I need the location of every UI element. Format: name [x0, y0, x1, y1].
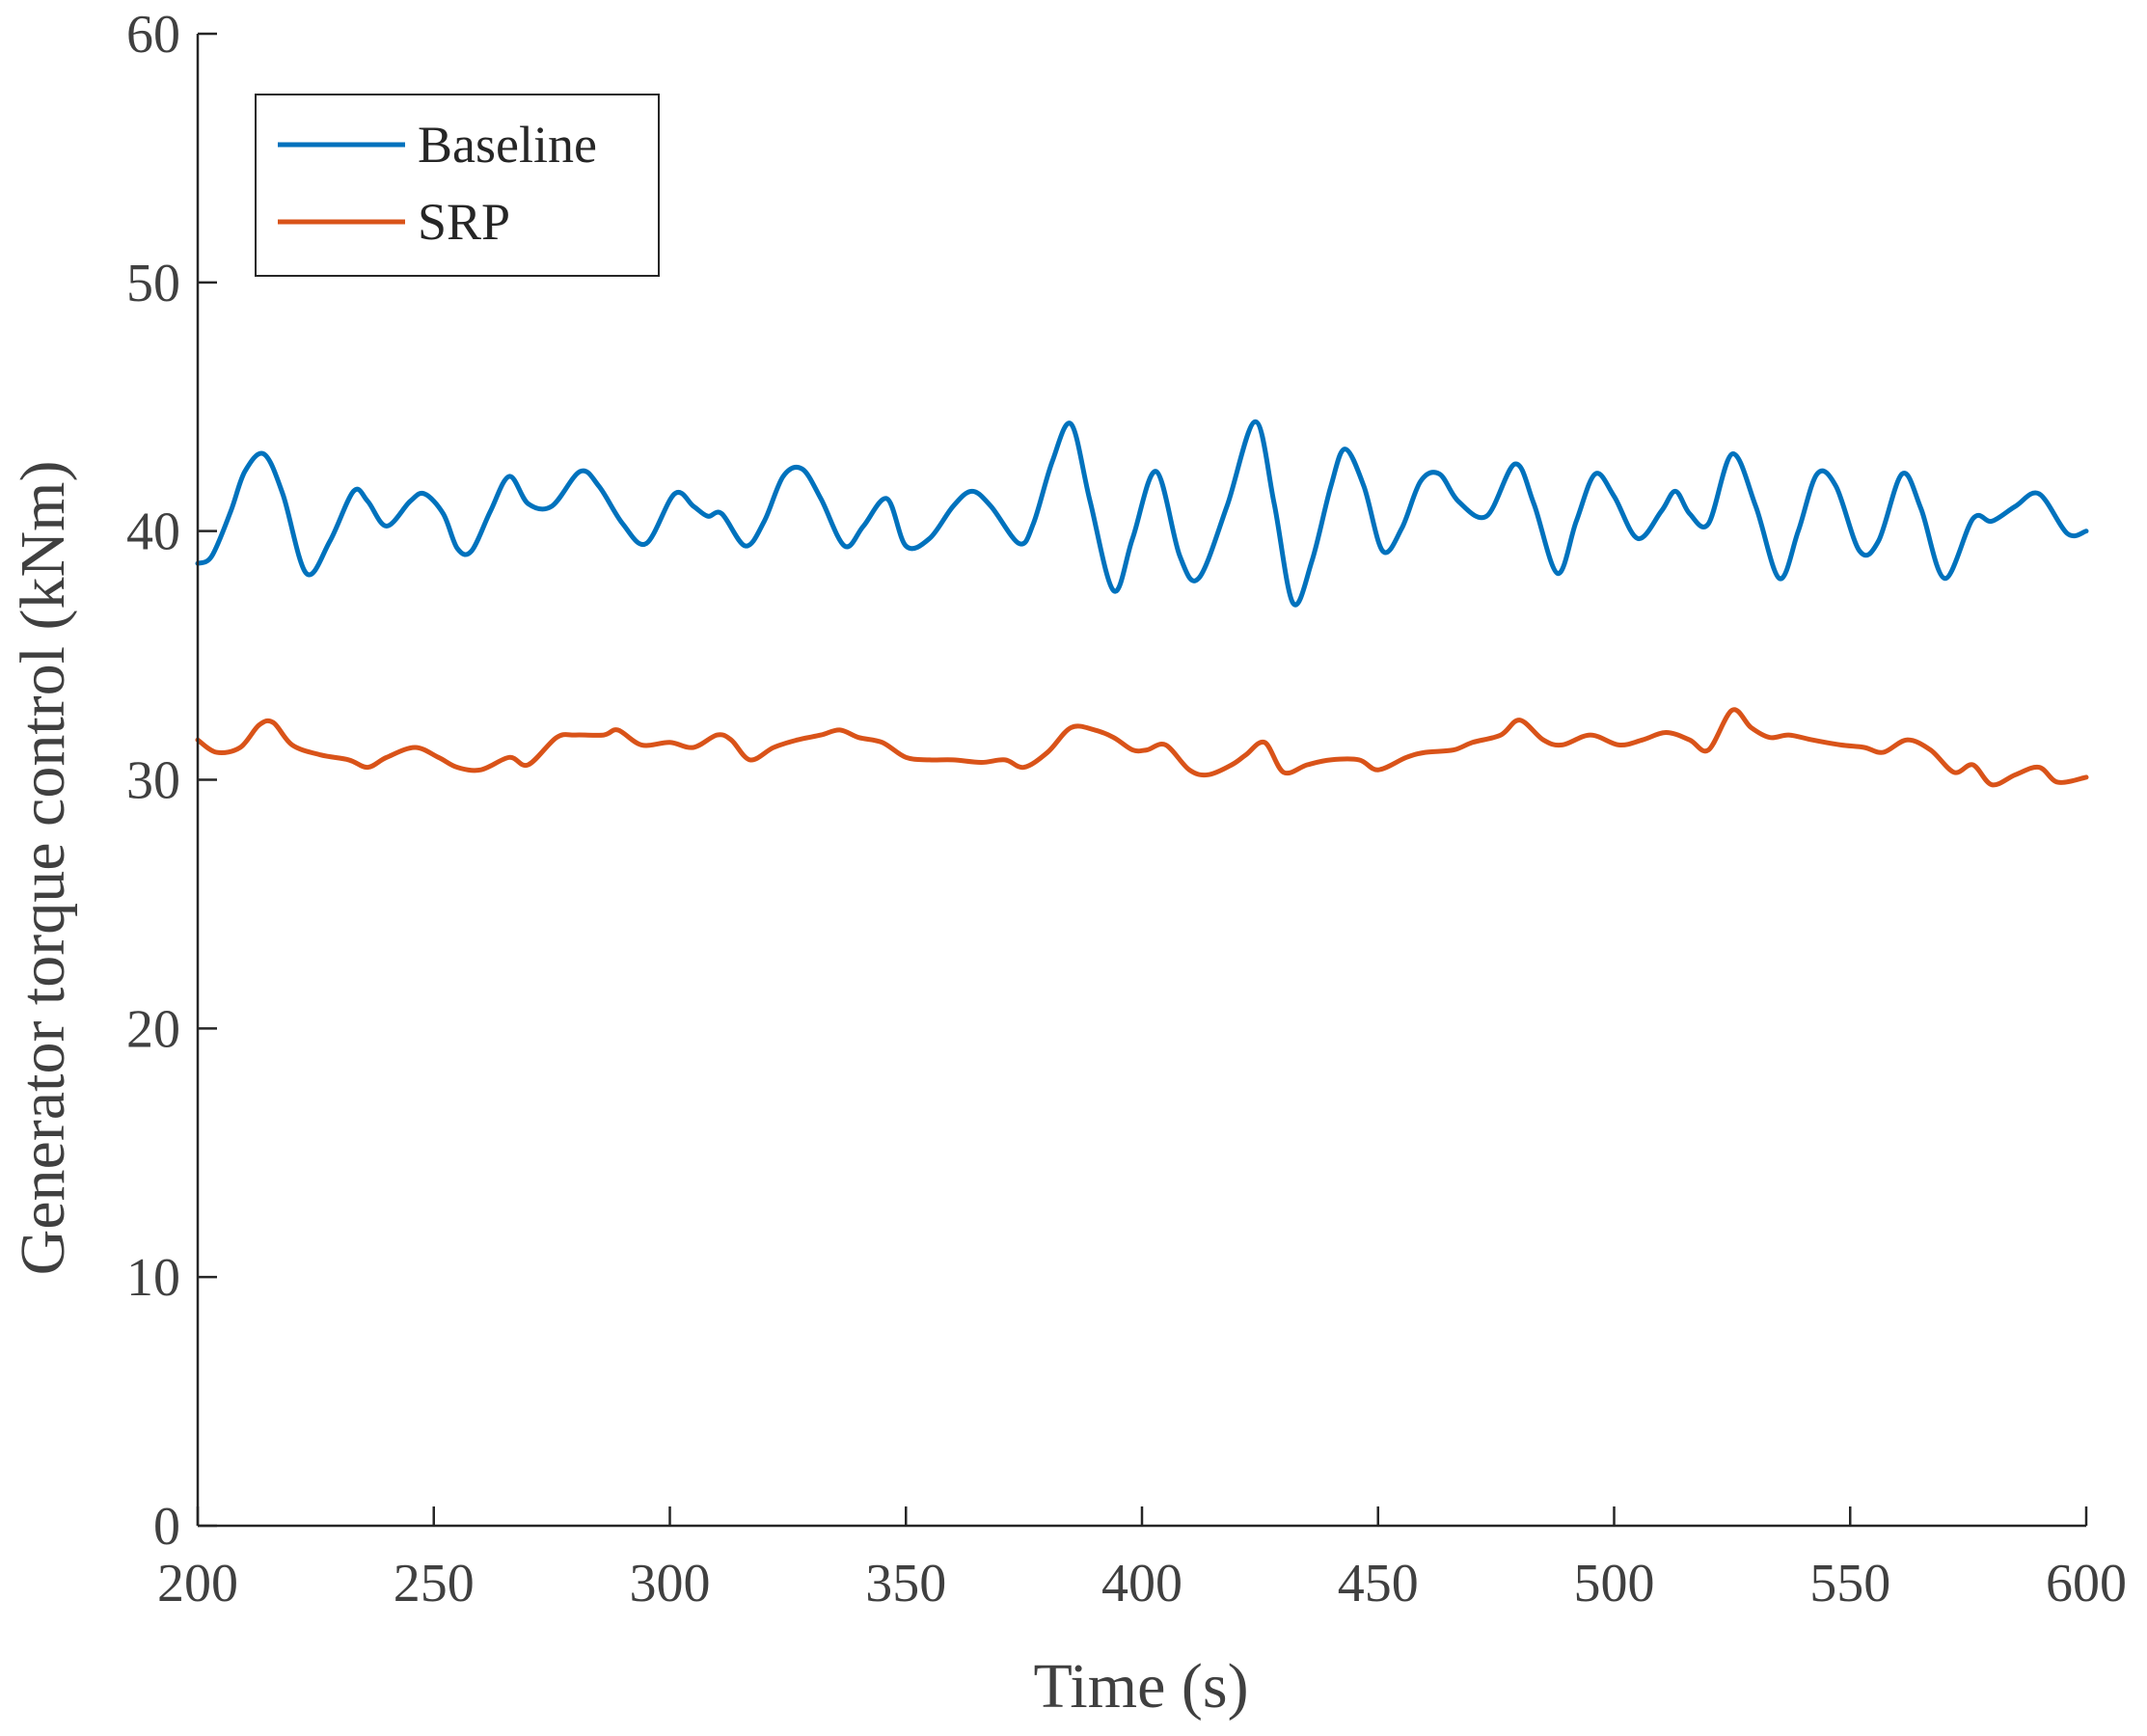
- legend-box: [255, 94, 660, 277]
- plot-lines: [195, 419, 2089, 788]
- y-tick-label: 20: [126, 999, 180, 1059]
- legend-label-srp: SRP: [418, 193, 510, 251]
- x-tick-label: 500: [1574, 1554, 1655, 1614]
- x-tick-label: 450: [1338, 1554, 1419, 1614]
- x-tick-label: 300: [630, 1554, 711, 1614]
- legend-label-baseline: Baseline: [418, 116, 597, 174]
- y-tick-label: 60: [126, 5, 180, 65]
- x-tick-label: 400: [1101, 1554, 1182, 1614]
- x-tick-label: 350: [865, 1554, 946, 1614]
- series-line-srp: [195, 707, 2089, 788]
- legend: Baseline SRP: [255, 94, 660, 277]
- y-tick-label: 0: [153, 1497, 180, 1557]
- y-axis-label: Generator torque control (kNm): [8, 461, 78, 1276]
- axes: 200 250 300 350 400 450 500 550 600 0 10 20 30 40 50 60: [126, 5, 2127, 1614]
- x-axis-label: Time (s): [1033, 1651, 1248, 1722]
- series-line-baseline: [195, 419, 2089, 608]
- x-tick-label: 600: [2046, 1554, 2127, 1614]
- x-tick-label: 550: [1809, 1554, 1890, 1614]
- x-tick-label: 250: [394, 1554, 475, 1614]
- y-tick-label: 10: [126, 1248, 180, 1308]
- x-tick-label: 200: [157, 1554, 238, 1614]
- y-tick-label: 30: [126, 751, 180, 811]
- y-tick-label: 40: [126, 502, 180, 562]
- y-tick-label: 50: [126, 254, 180, 313]
